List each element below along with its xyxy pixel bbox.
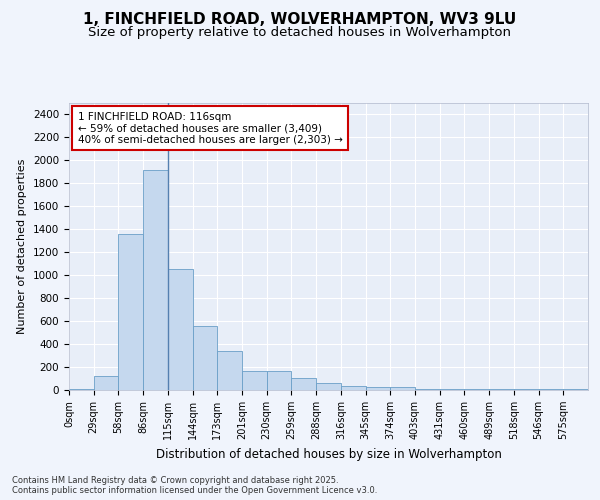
Bar [415, 388, 440, 390]
Text: Contains HM Land Registry data © Crown copyright and database right 2025.
Contai: Contains HM Land Registry data © Crown c… [12, 476, 377, 495]
Bar [563, 389, 588, 390]
Bar [365, 387, 390, 390]
Bar [193, 326, 217, 390]
Text: Size of property relative to detached houses in Wolverhampton: Size of property relative to detached ho… [89, 26, 511, 39]
Y-axis label: Number of detached properties: Number of detached properties [17, 158, 28, 334]
Text: 1, FINCHFIELD ROAD, WOLVERHAMPTON, WV3 9LU: 1, FINCHFIELD ROAD, WOLVERHAMPTON, WV3 9… [83, 12, 517, 28]
Bar [94, 376, 118, 390]
Bar [316, 383, 341, 390]
Bar [390, 388, 415, 390]
Bar [143, 170, 168, 390]
Bar [168, 268, 193, 390]
Bar [217, 352, 242, 390]
Bar [267, 371, 292, 390]
Text: 1 FINCHFIELD ROAD: 116sqm
← 59% of detached houses are smaller (3,409)
40% of se: 1 FINCHFIELD ROAD: 116sqm ← 59% of detac… [77, 112, 343, 145]
Bar [242, 371, 267, 390]
Bar [341, 386, 365, 390]
Bar [118, 234, 143, 390]
X-axis label: Distribution of detached houses by size in Wolverhampton: Distribution of detached houses by size … [155, 448, 502, 460]
Bar [292, 378, 316, 390]
